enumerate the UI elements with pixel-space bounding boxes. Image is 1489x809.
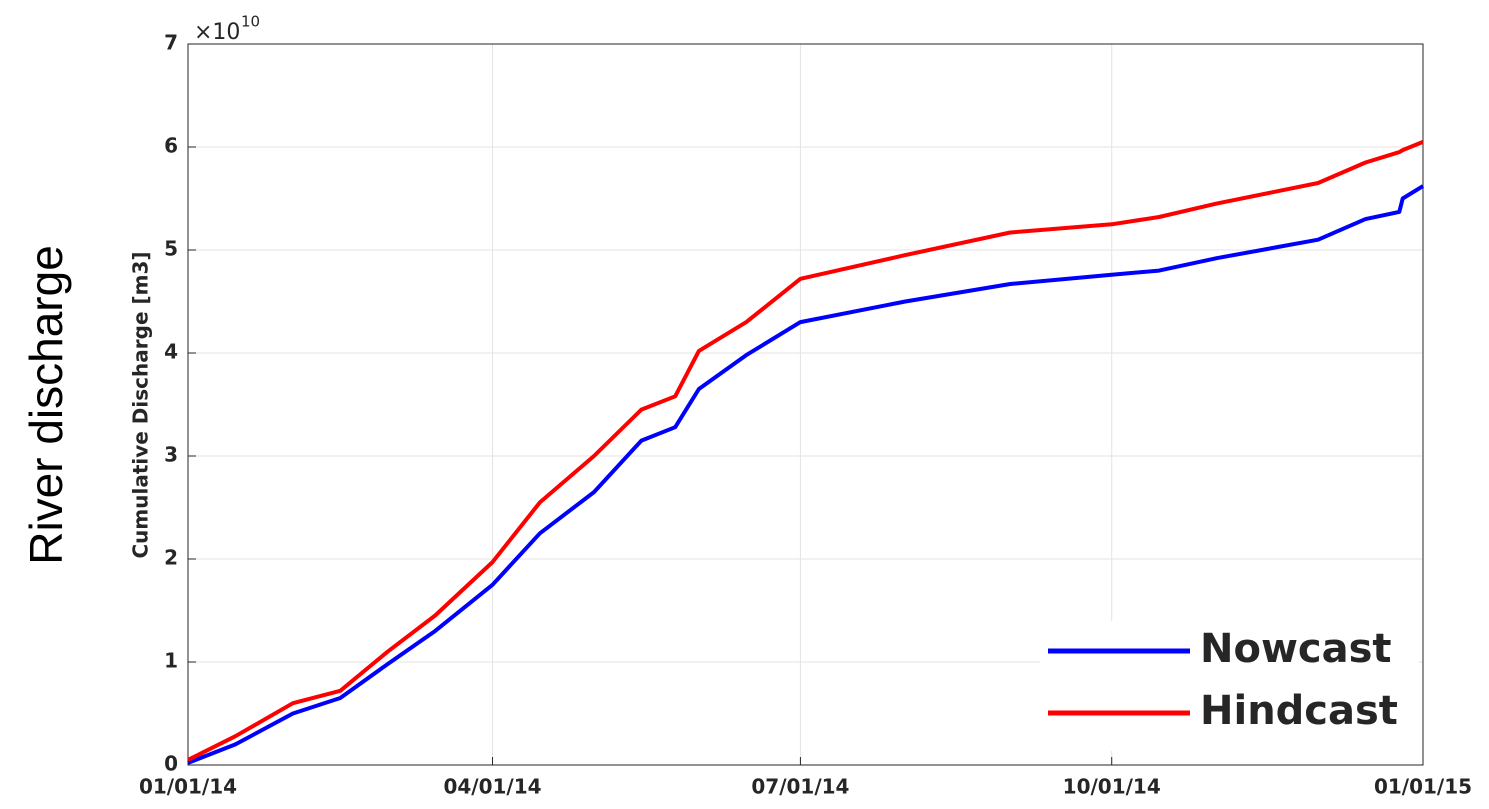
y-multiplier-exponent: 10 <box>241 13 260 31</box>
series-line <box>187 184 1425 765</box>
x-tick-label: 07/01/14 <box>751 775 849 799</box>
side-label: River discharge <box>20 245 72 565</box>
legend-label: Nowcast <box>1200 626 1392 672</box>
y-tick-label: 7 <box>164 31 178 55</box>
legend-box <box>1040 621 1419 751</box>
x-tick-label: 10/01/14 <box>1063 775 1161 799</box>
y-tick-label: 4 <box>164 340 178 364</box>
y-multiplier: ×10 <box>194 20 240 45</box>
legend-label: Hindcast <box>1200 688 1398 734</box>
y-tick-label: 2 <box>164 546 178 570</box>
y-tick-label: 5 <box>164 237 178 261</box>
y-tick-label: 1 <box>164 649 178 673</box>
x-tick-label: 04/01/14 <box>443 775 541 799</box>
plot-frame <box>187 43 1424 766</box>
y-axis-label: Cumulative Discharge [m3] <box>129 251 153 558</box>
x-tick-label: 01/01/14 <box>139 775 237 799</box>
y-tick-label: 3 <box>164 443 178 467</box>
y-tick-label: 0 <box>164 752 178 776</box>
y-tick-label: 6 <box>164 134 178 158</box>
series-line <box>187 140 1424 762</box>
x-tick-label: 01/01/15 <box>1374 775 1472 799</box>
